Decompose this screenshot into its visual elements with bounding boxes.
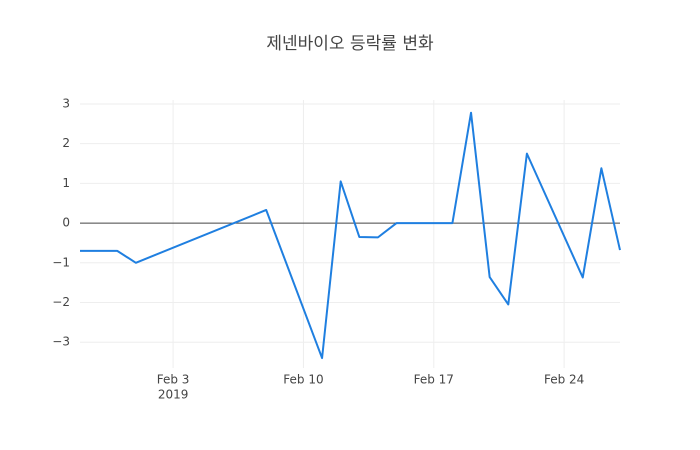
x-year-label: 2019 xyxy=(158,388,189,402)
y-tick-label: 1 xyxy=(62,176,70,190)
x-tick-label: Feb 3 xyxy=(157,373,190,387)
y-tick-label: −2 xyxy=(52,295,70,309)
y-tick-label: −1 xyxy=(52,255,70,269)
y-tick-label: −3 xyxy=(52,335,70,349)
x-tick-label: Feb 10 xyxy=(283,373,323,387)
y-tick-label: 0 xyxy=(62,216,70,230)
x-tick-label: Feb 24 xyxy=(544,373,584,387)
x-tick-label: Feb 17 xyxy=(414,373,454,387)
y-tick-label: 3 xyxy=(62,96,70,110)
data-line xyxy=(80,111,621,360)
y-tick-label: 2 xyxy=(62,136,70,150)
chart-title: 제넨바이오 등락률 변화 xyxy=(266,34,434,54)
